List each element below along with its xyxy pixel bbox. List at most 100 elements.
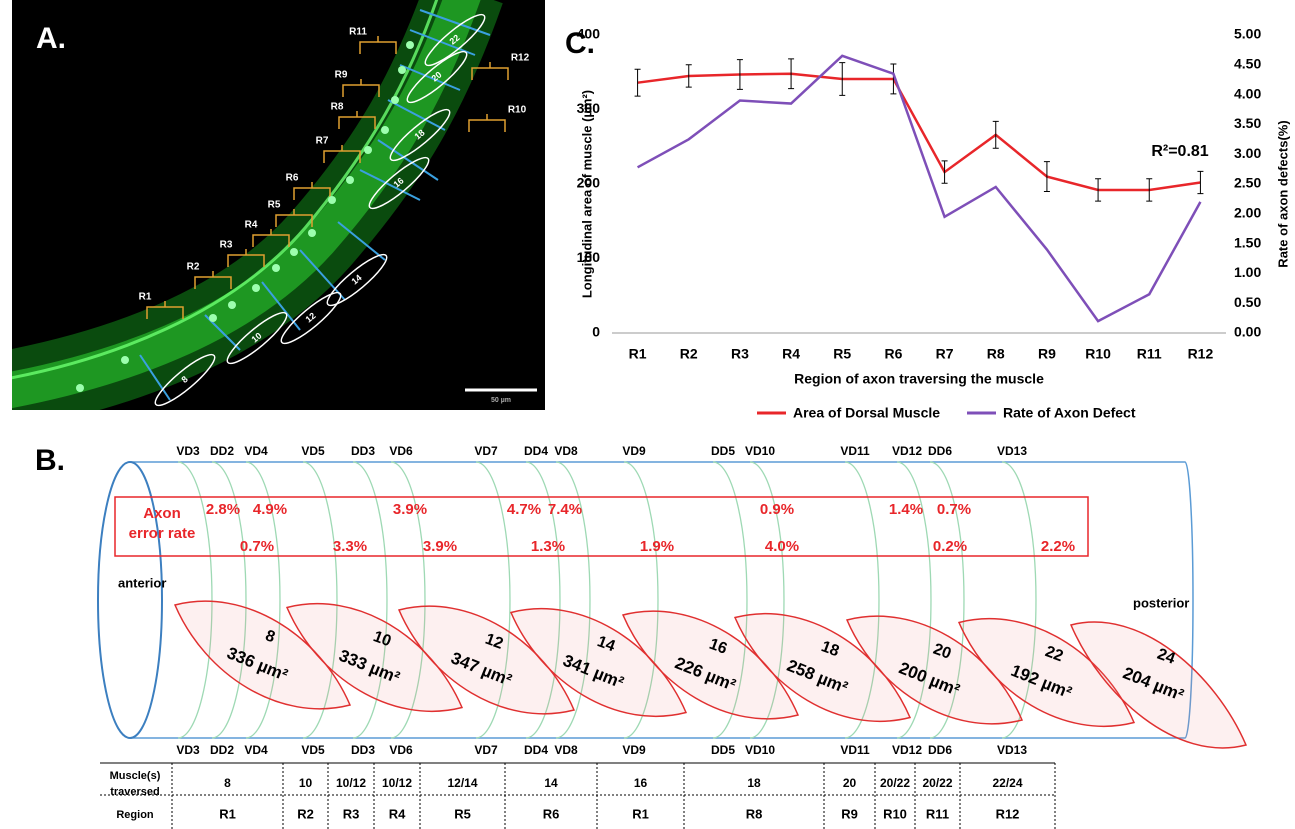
table-cell: 22/24	[992, 776, 1022, 790]
neuron-label: VD10	[745, 743, 775, 757]
y2-tick-label: 1.00	[1234, 264, 1261, 280]
error-rate: 0.7%	[937, 501, 971, 518]
nucleus	[391, 96, 399, 104]
error-rate: 7.4%	[548, 501, 582, 518]
error-rate: 4.0%	[765, 538, 799, 555]
neuron-label: VD12	[892, 444, 922, 458]
region-label: R6	[286, 173, 299, 184]
nucleus	[364, 146, 372, 154]
y-tick-label: 0	[592, 324, 600, 340]
region-label: R12	[511, 53, 530, 64]
error-rate: 4.9%	[253, 501, 287, 518]
neuron-label: DD3	[351, 444, 375, 458]
error-rate: 3.9%	[393, 501, 427, 518]
table-cell: R1	[632, 806, 649, 821]
panel-label: B.	[35, 444, 65, 477]
error-rate: 1.3%	[531, 538, 565, 555]
x-tick-label: R10	[1085, 346, 1111, 362]
y2-tick-label: 1.50	[1234, 234, 1261, 250]
x-tick-label: R8	[987, 346, 1005, 362]
error-rate: 0.9%	[760, 501, 794, 518]
neuron-label: DD4	[524, 444, 548, 458]
figure: A. 50 µm C. B. anterior posterior R1R2R3…	[0, 0, 1295, 829]
neuron-label: VD11	[840, 743, 870, 757]
x-tick-label: R3	[731, 346, 749, 362]
table-cell: R6	[543, 806, 560, 821]
nucleus	[290, 248, 298, 256]
y2-axis-label: Rate of axon defects(%)	[1275, 120, 1290, 267]
error-rate: 1.4%	[889, 501, 923, 518]
anterior-label: anterior	[118, 575, 166, 590]
error-rate: 2.8%	[206, 501, 240, 518]
y2-tick-label: 3.00	[1234, 145, 1261, 161]
region-label: R4	[245, 220, 258, 231]
table-cell: R8	[746, 806, 763, 821]
neuron-label: VD5	[301, 444, 325, 458]
x-tick-label: R11	[1137, 346, 1162, 362]
table-cell: 10/12	[336, 776, 366, 790]
table-cell: 16	[634, 776, 648, 790]
row-label: Muscle(s)	[110, 770, 161, 782]
neuron-label: DD4	[524, 743, 548, 757]
x-tick-label: R4	[782, 346, 800, 362]
neuron-label: VD11	[840, 444, 870, 458]
table-cell: 10/12	[382, 776, 412, 790]
series-line	[638, 56, 1201, 321]
table-cell: R10	[883, 806, 907, 821]
neuron-label: VD8	[554, 743, 578, 757]
table-cell: R5	[454, 806, 471, 821]
table-cell: 18	[747, 776, 761, 790]
error-rate: 3.3%	[333, 538, 367, 555]
neuron-label: VD8	[554, 444, 578, 458]
row-label: Region	[116, 809, 154, 821]
y2-tick-label: 5.00	[1234, 26, 1261, 42]
table-cell: 20	[843, 776, 857, 790]
row-label: traversed	[110, 786, 160, 798]
neuron-label: VD9	[622, 444, 646, 458]
nucleus	[328, 196, 336, 204]
region-label: R7	[316, 136, 329, 147]
nucleus	[228, 301, 236, 309]
nucleus	[209, 314, 217, 322]
table-cell: 14	[544, 776, 558, 790]
neuron-label: DD2	[210, 444, 234, 458]
neuron-label: VD4	[244, 444, 268, 458]
region-label: R1	[139, 292, 152, 303]
region-label: R3	[220, 240, 233, 251]
x-tick-label: R12	[1188, 346, 1214, 362]
table-cell: R2	[297, 806, 314, 821]
nucleus	[272, 264, 280, 272]
neuron-label: VD6	[389, 444, 413, 458]
y2-tick-label: 3.50	[1234, 115, 1261, 131]
table-cell: R12	[996, 806, 1020, 821]
region-label: R8	[331, 102, 344, 113]
error-rate: 4.7%	[507, 501, 541, 518]
neuron-label: VD7	[474, 743, 498, 757]
nucleus	[406, 41, 414, 49]
table-cell: 12/14	[447, 776, 477, 790]
neuron-label: VD3	[176, 743, 200, 757]
legend-label: Rate of Axon Defect	[1003, 405, 1136, 421]
panel-label: A.	[36, 22, 66, 55]
y-axis-label: Longitudinal area of muscle (µm²)	[579, 90, 594, 298]
table-cell: 20/22	[922, 776, 952, 790]
series-line	[638, 74, 1201, 190]
neuron-label: DD6	[928, 743, 952, 757]
neuron-label: VD7	[474, 444, 498, 458]
error-rate: 3.9%	[423, 538, 457, 555]
neuron-label: VD13	[997, 444, 1027, 458]
neuron-label: VD13	[997, 743, 1027, 757]
region-label: R10	[508, 105, 527, 116]
nucleus	[398, 66, 406, 74]
region-label: R11	[349, 27, 367, 38]
neuron-label: DD6	[928, 444, 952, 458]
table-cell: R3	[343, 806, 360, 821]
neuron-label: VD5	[301, 743, 325, 757]
x-tick-label: R5	[833, 346, 851, 362]
region-label: R2	[187, 262, 200, 273]
y2-tick-label: 4.50	[1234, 56, 1261, 72]
region-label: R5	[268, 200, 281, 211]
nucleus	[252, 284, 260, 292]
neuron-label: DD2	[210, 743, 234, 757]
nucleus	[346, 176, 354, 184]
